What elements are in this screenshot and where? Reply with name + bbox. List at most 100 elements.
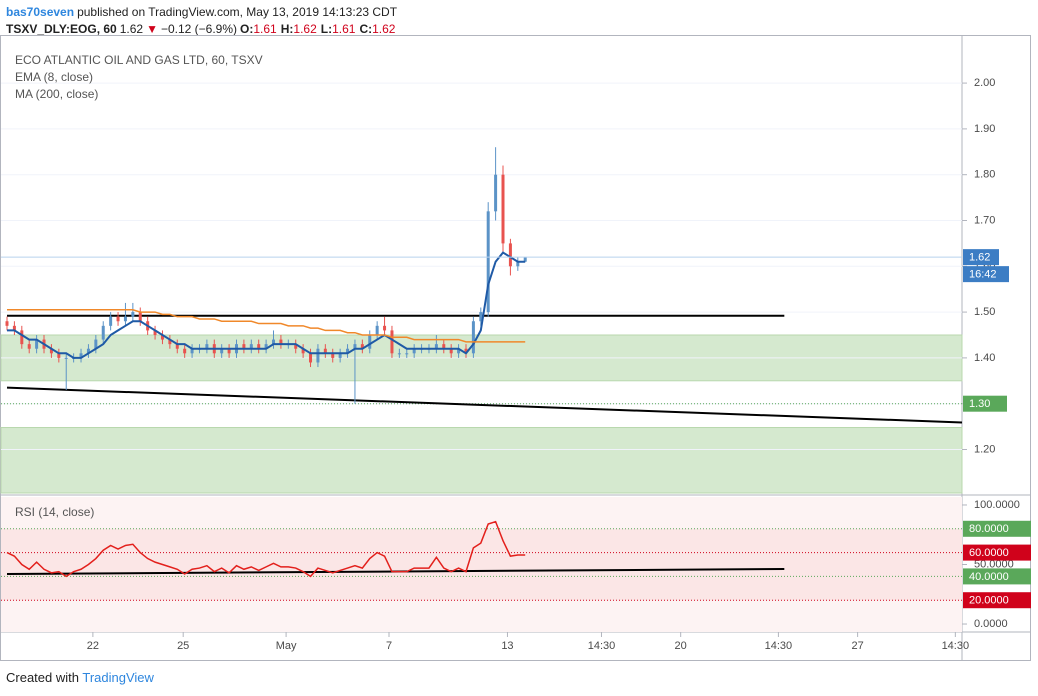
candle-body	[64, 357, 68, 359]
candle-body	[220, 348, 224, 354]
candle-body	[479, 312, 483, 322]
candle-body	[383, 325, 387, 331]
user[interactable]: bas70seven	[6, 5, 75, 19]
candle-body	[323, 348, 327, 354]
ohlc: O:1.61 H:1.62 L:1.61 C:1.62	[240, 22, 399, 36]
price-badge	[963, 592, 1031, 609]
candle-body	[205, 344, 209, 349]
price-badge	[963, 395, 1007, 412]
candle-body	[508, 243, 512, 267]
countdown-badge	[963, 266, 1009, 283]
candle-body	[160, 334, 164, 340]
candle-body	[368, 334, 372, 349]
candle-body	[94, 339, 98, 349]
published: published on TradingView.com, May 13, 20…	[77, 5, 398, 19]
x-tick-label: 14:30	[588, 640, 616, 652]
legend-item: EMA (8, close)	[15, 70, 93, 84]
candle-body	[523, 257, 527, 262]
candle-body	[272, 339, 276, 345]
symbol: TSXV_DLY:EOG, 60	[6, 22, 117, 36]
candle-body	[101, 325, 105, 340]
candle-body	[86, 348, 90, 354]
candle-body	[57, 353, 61, 358]
candle-body	[131, 312, 135, 317]
candle-body	[486, 211, 490, 313]
ohlc-value: 1.62	[372, 22, 396, 36]
y-tick-label: 1.40	[974, 352, 995, 364]
y-tick-label: 1.70	[974, 214, 995, 226]
candle-body	[257, 344, 261, 349]
candle-body	[5, 321, 9, 326]
y-tick-label: 1.50	[974, 306, 995, 318]
brand[interactable]: TradingView	[82, 670, 154, 685]
ohlc-value: 1.61	[253, 22, 277, 36]
candle-body	[457, 348, 461, 354]
ohlc-key: C:	[359, 22, 373, 36]
candle-body	[242, 344, 246, 349]
legend-item: ECO ATLANTIC OIL AND GAS LTD, 60, TSXV	[15, 53, 263, 67]
x-tick-label: May	[276, 640, 297, 652]
candle-body	[301, 348, 305, 354]
candle-body	[516, 261, 520, 267]
candle-body	[390, 330, 394, 354]
candle-body	[471, 321, 475, 354]
chart: 1.201.301.401.501.601.701.801.902.00ECO …	[0, 35, 1031, 661]
trend-line	[6, 386, 963, 424]
ohlc-key: O:	[240, 22, 254, 36]
y-tick-label: 1.20	[974, 443, 995, 455]
x-tick-label: 25	[177, 640, 189, 652]
x-tick-label: 22	[87, 640, 99, 652]
badge-label: 1.62	[969, 252, 990, 264]
candle-body	[331, 353, 335, 358]
candle-body	[412, 348, 416, 354]
candle-body	[294, 344, 298, 349]
series-line	[7, 309, 526, 343]
badge-label: 80.0000	[969, 523, 1009, 535]
candle-body	[79, 353, 83, 358]
series-line	[6, 520, 526, 578]
candle-body	[227, 348, 231, 354]
change: −0.12 (−6.9%)	[160, 22, 238, 36]
price-badge	[963, 544, 1031, 561]
symbol-line: TSXV_DLY:EOG, 60 1.62 ▼ −0.12 (−6.9%) O:1.61…	[6, 22, 402, 36]
candle-body	[346, 348, 350, 354]
zone	[0, 427, 963, 494]
ohlc-value: 1.62	[293, 22, 317, 36]
candle-body	[27, 344, 31, 349]
candle-body	[309, 353, 313, 363]
candle-body	[464, 348, 468, 354]
x-tick-label: 20	[675, 640, 687, 652]
legend-item: MA (200, close)	[15, 87, 98, 101]
x-tick-label: 13	[501, 640, 513, 652]
ohlc-key: L:	[320, 22, 333, 36]
candle-body	[434, 344, 438, 349]
y-tick-label: 1.90	[974, 123, 995, 135]
y-tick-label: 100.0000	[974, 499, 1020, 511]
y-tick-label: 50.0000	[974, 558, 1014, 570]
x-tick-label: 7	[386, 640, 392, 652]
legend-item: RSI (14, close)	[15, 505, 94, 519]
badge-label: 20.0000	[969, 595, 1009, 607]
candle-body	[449, 348, 453, 354]
x-tick-label: 14:30	[765, 640, 793, 652]
badge-label: 40.0000	[969, 571, 1009, 583]
price-badge	[963, 249, 999, 266]
candle-body	[123, 316, 127, 322]
candle-body	[190, 348, 194, 354]
x-tick-label: 27	[851, 640, 863, 652]
candle-body	[494, 174, 498, 212]
candle-body	[264, 344, 268, 349]
candle-body	[397, 353, 401, 355]
candle-body	[405, 353, 409, 355]
candle-body	[183, 348, 187, 354]
countdown: 16:42	[969, 269, 997, 281]
candle-body	[116, 316, 120, 322]
y-tick-label: 1.80	[974, 169, 995, 181]
arrow: ▼	[146, 22, 158, 36]
series-line	[7, 251, 526, 359]
candle-body	[49, 348, 53, 354]
y-tick-label: 2.00	[974, 77, 995, 89]
last: 1.62	[119, 22, 144, 36]
candle-body	[316, 348, 320, 363]
